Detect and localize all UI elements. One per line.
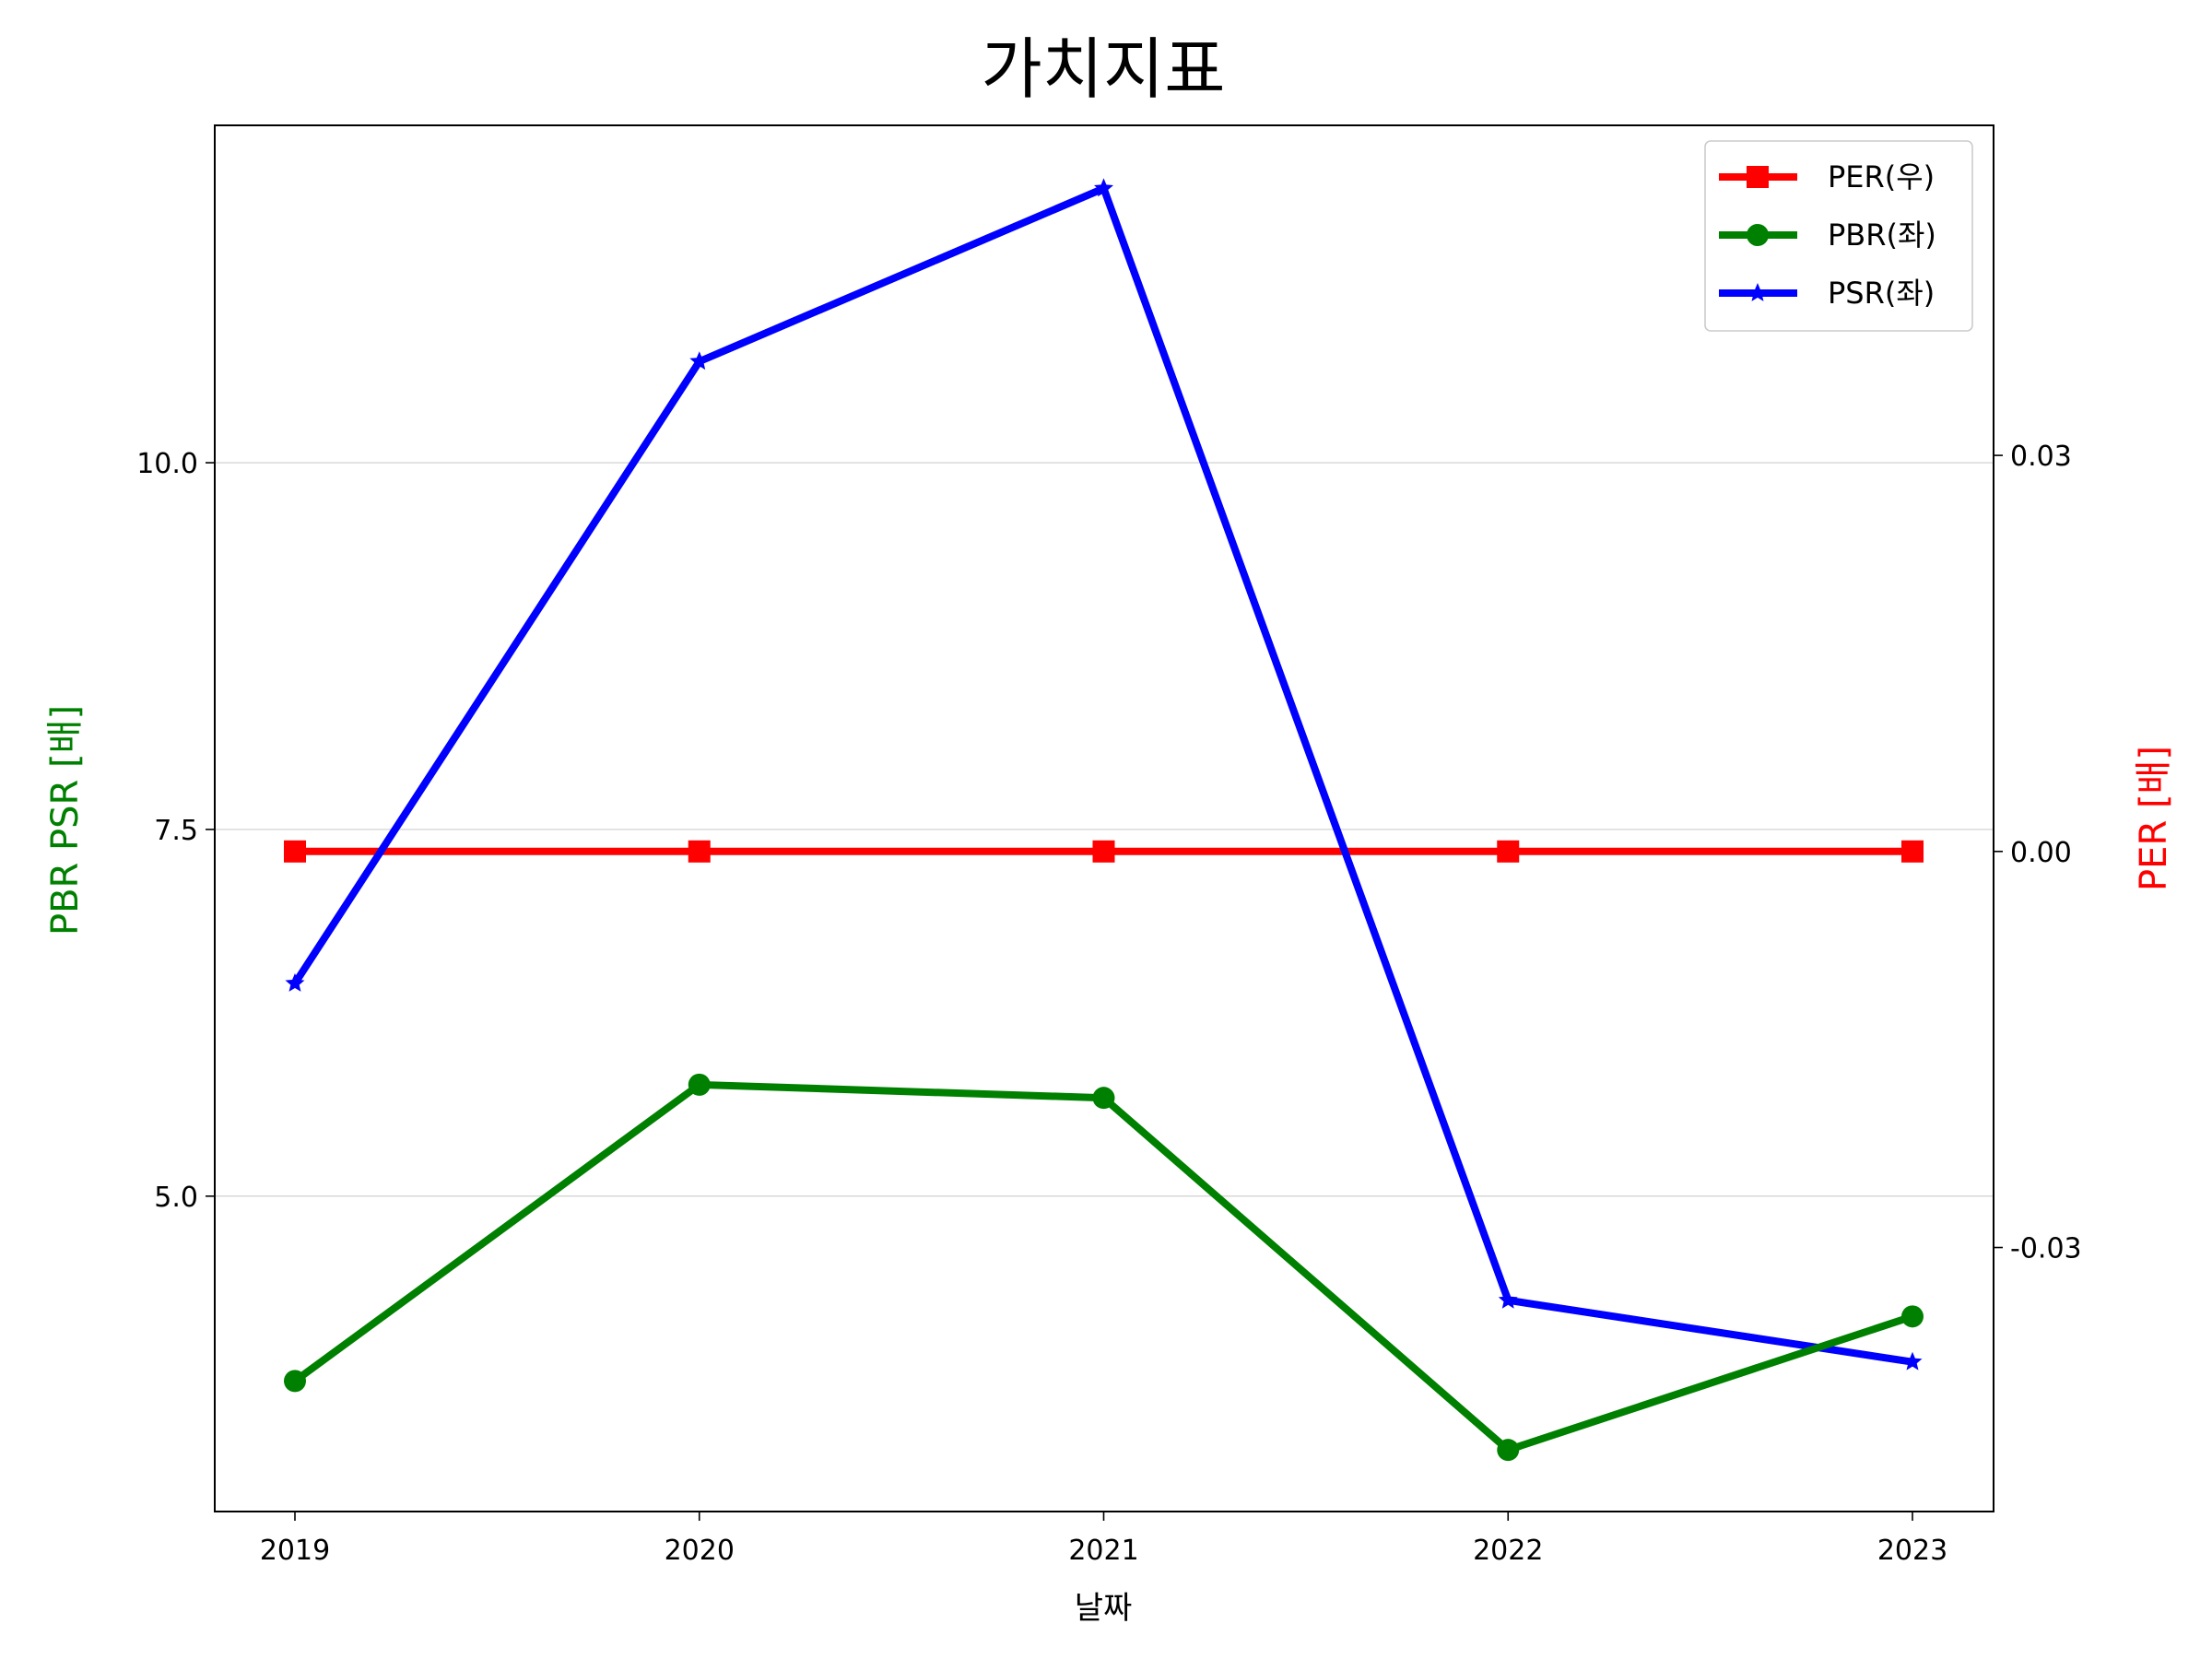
chart-title: 가치지표 <box>982 30 1226 108</box>
data-point-pbr <box>1901 1305 1924 1328</box>
y-tick-label-left: 5.0 <box>154 1182 198 1214</box>
y-axis-right: -0.03 0.00 0.03 <box>1994 441 2082 1265</box>
series-per <box>284 840 1924 863</box>
legend: PER(우) PBR(좌) PSR(좌) <box>1704 140 1973 332</box>
y-tick-label-right: -0.03 <box>2010 1233 2082 1265</box>
x-tick-label: 2019 <box>260 1535 330 1567</box>
data-point-psr <box>1094 178 1113 197</box>
y-tick-label-left: 10.0 <box>136 448 198 480</box>
y-tick-label-right: 0.03 <box>2010 441 2072 473</box>
x-axis: 2019 2020 2021 2022 2023 <box>260 1512 1947 1567</box>
series-psr <box>285 178 1923 1371</box>
x-tick-label: 2023 <box>1877 1535 1947 1567</box>
data-point-per <box>1901 840 1924 863</box>
data-point-pbr <box>1497 1439 1520 1462</box>
data-point-per <box>1092 840 1115 863</box>
x-axis-label: 날짜 <box>1075 1590 1133 1627</box>
legend-marker-per <box>1747 166 1769 188</box>
y-axis-left: 5.0 7.5 10.0 <box>136 448 215 1214</box>
x-tick-label: 2022 <box>1473 1535 1543 1567</box>
series-line-psr <box>291 183 1913 1366</box>
data-point-pbr <box>1092 1087 1115 1110</box>
series-pbr <box>284 1073 1924 1462</box>
y-axis-label-left: PBR PSR [배] <box>44 705 87 935</box>
plot-frame <box>214 124 1994 1512</box>
data-point-pbr <box>284 1370 306 1393</box>
x-tick-label: 2020 <box>665 1535 735 1567</box>
data-point-per <box>688 840 711 863</box>
legend-label-psr: PSR(좌) <box>1828 276 1935 311</box>
legend-marker-psr <box>1747 283 1768 301</box>
x-tick-label: 2021 <box>1068 1535 1138 1567</box>
data-point-psr <box>1498 1289 1518 1309</box>
data-point-psr <box>689 351 710 371</box>
data-point-per <box>1497 840 1520 863</box>
legend-box <box>1704 140 1973 332</box>
data-point-pbr <box>688 1073 711 1096</box>
legend-marker-pbr <box>1747 224 1769 246</box>
legend-label-pbr: PBR(좌) <box>1828 218 1936 253</box>
legend-label-per: PER(우) <box>1828 159 1935 194</box>
y-tick-label-right: 0.00 <box>2010 837 2072 869</box>
data-point-per <box>284 840 306 863</box>
series-line-pbr <box>292 1080 1914 1454</box>
y-tick-label-left: 7.5 <box>154 815 198 847</box>
y-axis-label-right: PER [배] <box>2133 746 2175 891</box>
series-layer <box>284 178 1924 1462</box>
data-point-psr <box>285 973 305 992</box>
data-point-psr <box>1902 1351 1923 1371</box>
grid-lines <box>215 462 1994 1197</box>
